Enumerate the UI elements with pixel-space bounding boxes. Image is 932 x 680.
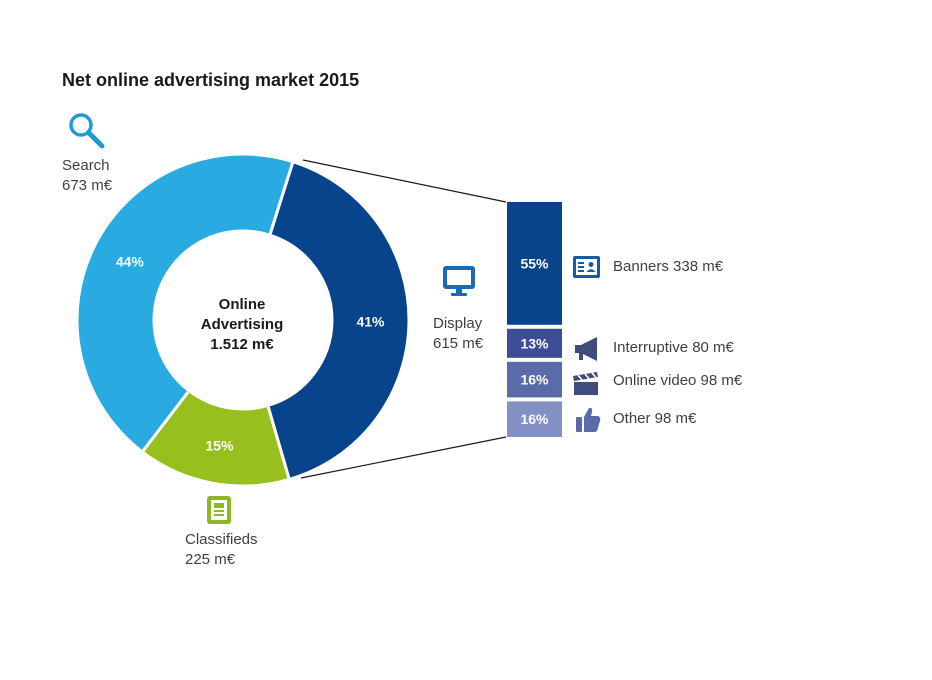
search-label: Search 673 m€	[62, 156, 112, 196]
donut-percent-classifieds: 15%	[206, 437, 235, 453]
stack-segment-interruptive	[507, 328, 562, 358]
stack-percent-other: 16%	[520, 411, 549, 427]
search-icon	[69, 113, 105, 149]
thumbs-up-icon	[576, 407, 601, 432]
donut-percent-search: 44%	[116, 253, 145, 269]
classifieds-label-name: Classifieds	[185, 531, 258, 548]
display-label-name: Display	[433, 315, 483, 332]
donut-chart: 41% 15% 44%	[75, 152, 411, 488]
center-total: 1.512 m€	[210, 336, 274, 353]
display-label: Display 615 m€	[433, 314, 483, 354]
stack-segment-online-video	[507, 361, 562, 398]
monitor-icon	[443, 266, 475, 296]
stack-percent-online-video: 16%	[520, 372, 549, 388]
stack-segment-banners	[507, 202, 562, 325]
classifieds-label: Classifieds 225 m€	[185, 530, 258, 570]
connector-line-top	[302, 159, 507, 203]
stack-percent-banners: 55%	[520, 255, 549, 271]
clapperboard-icon	[573, 372, 598, 395]
classifieds-label-amount: 225 m€	[185, 551, 236, 568]
donut-slice-display	[265, 159, 411, 482]
display-breakdown-stack: 55% 13% 16% 16%	[507, 202, 562, 437]
document-icon	[207, 496, 231, 524]
legend-banners: Banners 338 m€	[613, 258, 724, 275]
stack-segment-other	[507, 401, 562, 437]
legend-other: Other 98 m€	[613, 410, 697, 427]
legend-online-video: Online video 98 m€	[613, 372, 743, 389]
search-label-name: Search	[62, 157, 110, 174]
donut-center-label: Online Advertising 1.512 m€	[182, 295, 302, 355]
chart-title: Net online advertising market 2015	[62, 70, 360, 90]
donut-percent-display: 41%	[356, 313, 385, 329]
megaphone-icon	[575, 337, 597, 361]
center-line-2: Advertising	[200, 316, 284, 333]
connector-lines	[300, 159, 507, 479]
legend-interruptive: Interruptive 80 m€	[613, 339, 734, 356]
connector-line-bottom	[300, 436, 507, 479]
stack-percent-interruptive: 13%	[520, 335, 549, 351]
display-label-amount: 615 m€	[433, 335, 484, 352]
donut-slice-search	[75, 152, 295, 455]
id-card-icon	[573, 256, 600, 278]
center-line-1: Online	[218, 296, 266, 313]
search-label-amount: 673 m€	[62, 177, 113, 194]
